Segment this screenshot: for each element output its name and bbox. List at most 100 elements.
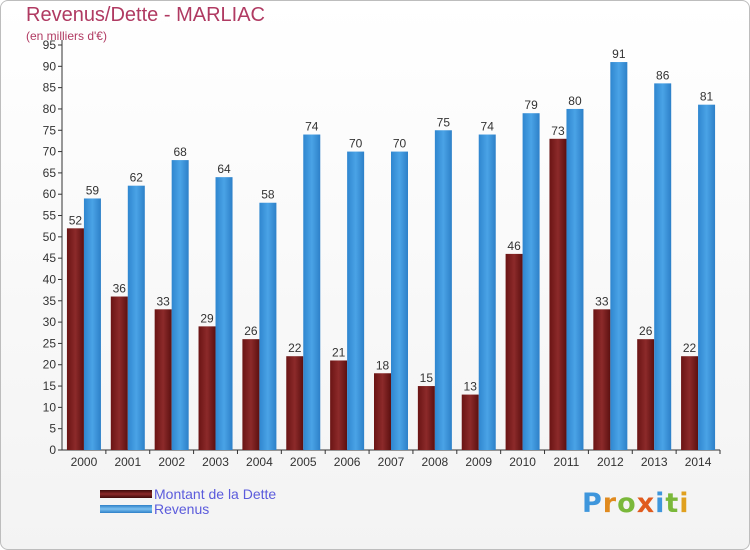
y-tick-label: 75 (43, 123, 57, 137)
y-tick-label: 25 (43, 336, 57, 350)
data-label-revenus: 80 (568, 94, 582, 108)
bar-dette (637, 339, 655, 450)
bar-dette (374, 373, 391, 450)
y-tick-label: 90 (43, 59, 57, 73)
bar-dette (549, 138, 567, 450)
y-tick-label: 20 (43, 358, 57, 372)
y-tick-label: 0 (49, 443, 56, 457)
data-label-dette: 26 (639, 324, 653, 338)
bar-revenus (566, 108, 584, 451)
y-tick-label: 40 (43, 272, 57, 286)
data-label-dette: 13 (464, 380, 478, 394)
x-tick-label: 2007 (378, 455, 405, 469)
data-label-revenus: 79 (524, 98, 538, 112)
data-label-dette: 26 (244, 324, 258, 338)
y-tick-label: 95 (43, 38, 57, 52)
bar-revenus (347, 151, 365, 450)
y-tick-label: 70 (43, 145, 57, 159)
bar-revenus (654, 83, 672, 451)
data-label-revenus: 74 (481, 120, 495, 134)
data-label-revenus: 64 (217, 162, 231, 176)
bar-dette (154, 309, 172, 450)
data-label-dette: 22 (683, 341, 697, 355)
y-tick-label: 15 (43, 379, 57, 393)
bar-revenus (610, 62, 628, 450)
bar-dette (110, 296, 128, 450)
x-tick-label: 2009 (465, 455, 492, 469)
bar-revenus (698, 104, 716, 451)
data-label-revenus: 62 (130, 171, 144, 185)
y-tick-label: 50 (43, 230, 57, 244)
chart-data-labels: 52 59 36 62 33 68 29 64 26 58 22 74 21 70 18 70 15 75 13 74… (69, 47, 714, 394)
data-label-revenus: 74 (305, 120, 319, 134)
chart-title: Revenus/Dette - MARLIAC (26, 4, 265, 26)
x-tick-label: 2012 (597, 455, 624, 469)
data-label-revenus: 70 (349, 137, 363, 151)
y-tick-label: 45 (43, 251, 57, 265)
legend-label-revenus: Revenus (154, 501, 210, 517)
legend-swatch-revenus (100, 505, 152, 513)
bar-revenus (259, 202, 277, 450)
x-tick-label: 2001 (114, 455, 141, 469)
chart-axes: 0 5 10 15 20 25 30 35 40 45 50 55 60 65 70 75 80 85 90 95 20… (43, 38, 721, 469)
data-label-revenus: 70 (393, 137, 407, 151)
x-tick-label: 2006 (334, 455, 361, 469)
data-label-revenus: 81 (700, 90, 714, 104)
data-label-dette: 22 (288, 341, 302, 355)
y-tick-label: 35 (43, 294, 57, 308)
bar-revenus (434, 130, 452, 450)
proxiti-logo: Proxiti (582, 488, 690, 519)
x-tick-label: 2013 (641, 455, 668, 469)
y-tick-label: 65 (43, 166, 57, 180)
data-label-dette: 36 (113, 282, 127, 296)
data-label-dette: 73 (551, 124, 565, 138)
x-tick-label: 2000 (71, 455, 98, 469)
data-label-dette: 21 (332, 345, 346, 359)
bar-revenus (171, 160, 189, 450)
bar-dette (593, 309, 611, 450)
y-tick-label: 30 (43, 315, 57, 329)
bar-dette (505, 253, 523, 450)
bar-dette (330, 360, 348, 450)
x-tick-label: 2005 (290, 455, 317, 469)
bar-revenus (83, 198, 101, 450)
data-label-dette: 33 (595, 294, 609, 308)
y-tick-label: 80 (43, 102, 57, 116)
bar-dette (417, 386, 435, 450)
data-label-revenus: 59 (86, 183, 100, 197)
bar-dette (461, 394, 479, 450)
bar-revenus (478, 134, 496, 451)
legend-swatch-dette (100, 490, 152, 498)
bar-dette (242, 339, 260, 450)
x-tick-label: 2008 (422, 455, 449, 469)
legend-label-dette: Montant de la Dette (154, 486, 277, 502)
y-tick-label: 85 (43, 81, 57, 95)
data-label-dette: 52 (69, 213, 83, 227)
bar-dette (286, 356, 304, 450)
x-tick-label: 2003 (202, 455, 229, 469)
x-tick-label: 2014 (685, 455, 712, 469)
data-label-revenus: 86 (656, 68, 670, 82)
data-label-dette: 15 (420, 371, 434, 385)
bar-dette (66, 228, 84, 450)
y-tick-label: 60 (43, 187, 57, 201)
data-label-dette: 46 (507, 239, 521, 253)
chart-subtitle: (en milliers d'€) (26, 29, 107, 43)
data-label-revenus: 68 (173, 145, 187, 159)
bar-dette (198, 326, 216, 450)
x-tick-label: 2004 (246, 455, 273, 469)
data-label-revenus: 58 (261, 188, 275, 202)
x-tick-label: 2011 (554, 455, 580, 469)
x-tick-label: 2002 (158, 455, 185, 469)
data-label-dette: 33 (156, 294, 170, 308)
data-label-revenus: 75 (437, 115, 451, 129)
bar-revenus (391, 151, 408, 450)
bar-revenus (215, 177, 233, 450)
chart-bars (66, 62, 716, 451)
bar-revenus (522, 113, 540, 451)
bar-revenus (303, 134, 321, 451)
data-label-dette: 18 (376, 358, 390, 372)
y-tick-label: 10 (43, 400, 57, 414)
data-label-dette: 29 (200, 311, 214, 325)
